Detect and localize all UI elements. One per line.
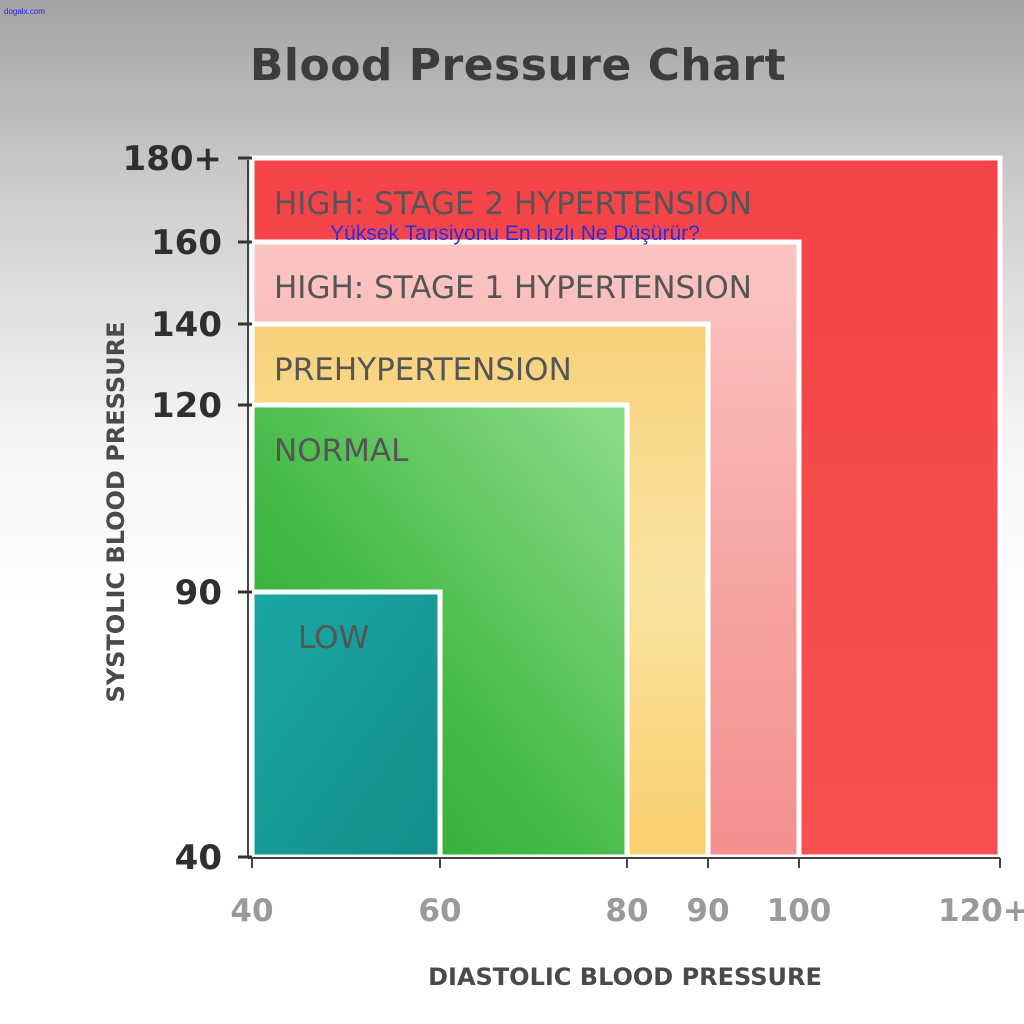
x-tick-label: 120+ [938,893,1024,929]
x-tick-label: 60 [418,893,461,929]
x-tick-label: 80 [605,893,648,929]
zone-label-prehypertension: PREHYPERTENSION [274,352,572,388]
y-axis-label: SYSTOLIC BLOOD PRESSURE [102,321,130,702]
y-tick-label: 160 [151,223,222,263]
chart-title: Blood Pressure Chart [249,40,787,91]
x-axis-label: DIASTOLIC BLOOD PRESSURE [428,963,822,991]
y-tick-label: 40 [175,838,222,878]
zone-label-high-stage-1-hypertension: HIGH: STAGE 1 HYPERTENSION [274,270,752,306]
y-tick-label: 180+ [123,139,222,179]
x-tick-label: 40 [230,893,273,929]
y-tick-label: 120 [151,386,222,426]
zone-label-normal: NORMAL [274,433,409,469]
y-tick-label: 140 [151,305,222,345]
x-tick-label: 90 [686,893,729,929]
zone-label-low: LOW [298,620,369,656]
x-tick-label: 100 [767,893,832,929]
y-tick-label: 90 [175,573,222,613]
watermark-text: dogalx.com [4,7,45,16]
zone-label-high-stage-2-hypertension: HIGH: STAGE 2 HYPERTENSION [274,186,752,222]
overlay-caption: Yüksek Tansiyonu En hızlı Ne Düşürür? [330,222,700,245]
